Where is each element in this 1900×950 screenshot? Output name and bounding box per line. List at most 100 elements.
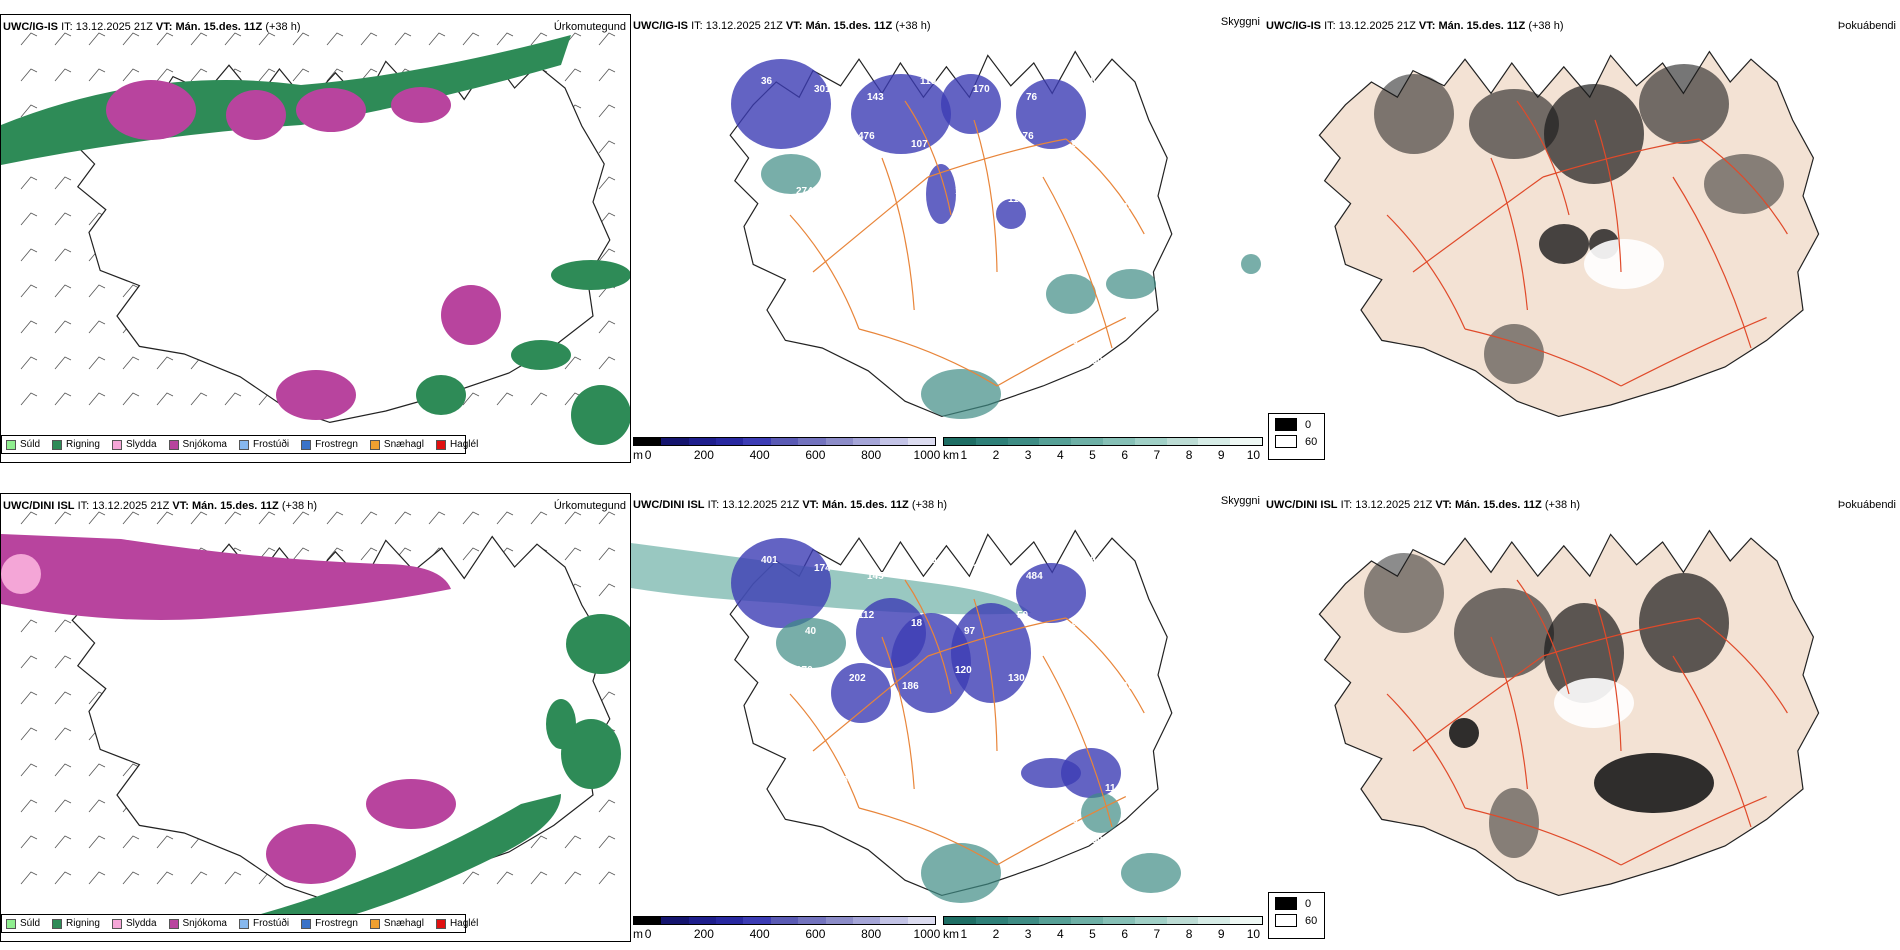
fog-low-area (1489, 788, 1539, 858)
colorbar-swatch (688, 438, 717, 445)
colorbar-swatch (852, 917, 881, 924)
low-ceiling-area (1016, 79, 1086, 149)
wind-barb (462, 547, 480, 561)
wind-barb (54, 248, 72, 262)
fog-legend-label: 60 (1305, 914, 1318, 927)
wind-barb (598, 104, 616, 118)
wind-barb (598, 320, 616, 334)
legend-label: Snæhagl (383, 439, 424, 450)
colorbar-tick: 1000 (913, 927, 941, 941)
wind-barb (462, 871, 480, 885)
ceiling-label: 128 (1052, 241, 1069, 252)
ceiling-label: 162 (1132, 139, 1149, 150)
legend-swatch (435, 439, 446, 450)
colorbar-tick: 1 (960, 448, 968, 462)
ceiling-label: 143 (867, 92, 884, 103)
wind-barb (360, 68, 378, 82)
snow-area (276, 370, 356, 420)
ceiling-label: 119 (1052, 720, 1069, 731)
legend-swatch (111, 439, 122, 450)
wind-barb (156, 835, 174, 849)
colorbar-swatch (852, 438, 881, 445)
visibility-area (631, 543, 1031, 615)
colorbar-swatch (1007, 917, 1040, 924)
legend-item: Frostúði (238, 918, 289, 929)
road-line (1698, 138, 1788, 235)
fog-low-area (1469, 89, 1559, 159)
panel-header: UWC/DINI ISL IT: 13.12.2025 21Z VT: Mán.… (1266, 499, 1581, 511)
ceiling-colorbar-row2: m 0 200 400 600 800 1000 (633, 916, 940, 950)
fog-low-area (1594, 753, 1714, 813)
wind-barb (20, 248, 38, 262)
legend-item: Súld (6, 918, 40, 929)
wind-barb (224, 511, 242, 525)
ceiling-label: 158 (955, 186, 972, 197)
colorbar-swatch (716, 917, 744, 924)
colorbar-swatch (975, 438, 1008, 445)
road-line (996, 317, 1127, 387)
precip-map-row2 (1, 511, 630, 924)
colorbar-ticks: 0 200 400 600 800 1000 (633, 448, 940, 462)
wind-barb (564, 68, 582, 82)
colorbar-unit: km (943, 448, 959, 462)
fog-title: Þokuábendi (1837, 20, 1896, 32)
legend-label: Snjókoma (182, 918, 227, 929)
ceiling-label: 159 (902, 202, 919, 213)
wind-barb (496, 871, 514, 885)
ceiling-label: 80 (893, 720, 905, 731)
wind-barb (88, 356, 106, 370)
wind-barb (190, 871, 208, 885)
wind-barb (122, 68, 140, 82)
legend-label: Frostregn (315, 918, 358, 929)
wind-barb (326, 32, 344, 46)
fog-legend-swatch (1275, 914, 1297, 927)
sleet-area (1, 554, 41, 594)
wind-barb (88, 871, 106, 885)
ceiling-label: 298 (831, 775, 848, 786)
legend-swatch (238, 439, 249, 450)
colorbar-swatch (1230, 438, 1262, 445)
road-line (1490, 636, 1528, 790)
road-line (1042, 176, 1113, 349)
legend-swatch (369, 918, 380, 929)
road-line (996, 796, 1127, 866)
wind-barb (88, 799, 106, 813)
colorbar-tick: 4 (1056, 448, 1064, 462)
fog-low-area (1454, 588, 1554, 678)
colorbar-swatch (661, 438, 689, 445)
wind-barb (496, 511, 514, 525)
wind-barb (20, 32, 38, 46)
colorbar-tick: 2 (992, 927, 1000, 941)
rain-area (511, 340, 571, 370)
ceiling-label: 111 (840, 257, 856, 268)
ceiling-label: 98 (787, 249, 799, 260)
wind-barb (190, 68, 208, 82)
fog-legend-swatch (1275, 897, 1297, 910)
panel-header: UWC/IG-IS IT: 13.12.2025 21Z VT: Mán. 15… (1266, 20, 1564, 32)
wind-barb (292, 547, 310, 561)
wind-barb (598, 212, 616, 226)
fog-map-row2 (1318, 529, 1820, 897)
ceiling-label: 186 (902, 681, 919, 692)
road-line (1594, 119, 1622, 273)
colorbar-swatch (880, 917, 908, 924)
wind-barb (122, 356, 140, 370)
rain-area (561, 719, 621, 789)
colorbar-swatches (943, 437, 1263, 446)
legend-swatch (301, 918, 312, 929)
wind-barb (598, 871, 616, 885)
low-ceiling-area (851, 74, 951, 154)
ceiling-label: 445 (778, 791, 795, 802)
wind-barb (326, 547, 344, 561)
road-line (1386, 214, 1466, 330)
colorbar-tick: 0 (644, 927, 652, 941)
wind-barb (20, 356, 38, 370)
road-line (1464, 807, 1622, 866)
precip-map-row1 (1, 32, 630, 445)
colorbar-ticks: 1 2 3 4 5 6 7 8 9 10 (943, 927, 1263, 941)
colorbar-tick: 6 (1121, 927, 1129, 941)
precip-title: Úrkomutegund (553, 21, 626, 33)
wind-barb (54, 176, 72, 190)
ceiling-label: 112 (858, 610, 875, 621)
precip-legend: Súld Rigning Slydda Snjókoma Frostúði Frostre… (1, 435, 478, 454)
